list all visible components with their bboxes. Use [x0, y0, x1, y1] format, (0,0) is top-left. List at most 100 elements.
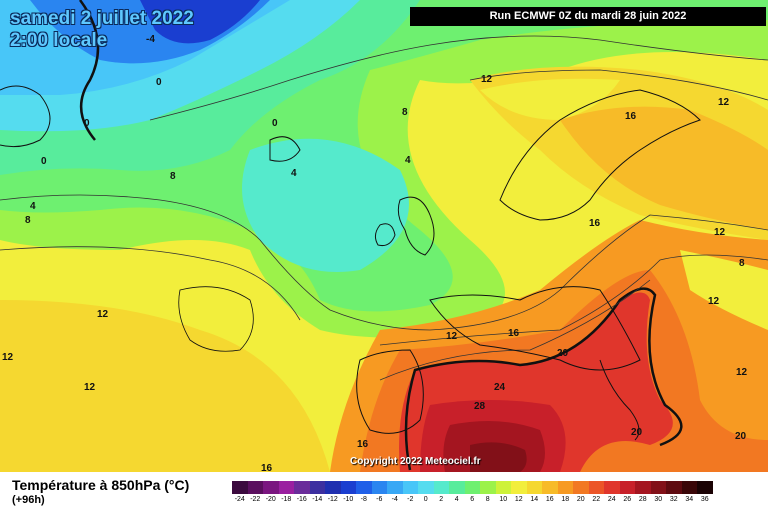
isotherm-20-line [379, 279, 651, 381]
isotherm-label: 0 [41, 156, 47, 167]
legend-swatch [294, 481, 310, 494]
legend-label: 16 [542, 494, 558, 505]
isotherm-label: 12 [84, 382, 96, 393]
legend-item: 16 [542, 481, 558, 505]
legend-item: 20 [573, 481, 589, 505]
temperature-field-12-scandinavia [480, 78, 620, 120]
map-canvas [0, 0, 768, 472]
isotherm-label: 8 [25, 215, 31, 226]
isotherm-16-line [379, 254, 768, 346]
legend-label: 28 [635, 494, 651, 505]
legend-label: 10 [495, 494, 511, 505]
coastline-scandinavia [499, 89, 701, 221]
legend-item: 10 [495, 481, 511, 505]
isotherm-label: 20 [735, 431, 747, 442]
legend-item: 14 [526, 481, 542, 505]
isotherm-label: 16 [261, 463, 273, 473]
legend-label: -20 [263, 494, 279, 505]
legend-label: 26 [619, 494, 635, 505]
legend-swatch [526, 481, 542, 494]
legend-item: -4 [387, 481, 403, 505]
coastline-azores [178, 286, 254, 352]
legend-label: 18 [557, 494, 573, 505]
isotherm-label: 12 [714, 227, 726, 238]
legend-swatch [402, 481, 418, 494]
legend-swatch [232, 481, 248, 494]
temperature-field-30 [470, 442, 527, 472]
legend-item: 26 [619, 481, 635, 505]
coastline-western-europe [429, 286, 641, 371]
legend-label: 36 [697, 494, 713, 505]
legend-swatch [511, 481, 527, 494]
legend-label: 34 [681, 494, 697, 505]
legend-item: 0 [418, 481, 434, 505]
isotherm-label: 0 [156, 77, 162, 88]
legend-bar: Température à 850hPa (°C) (+96h) -24 -2 2 -… [0, 472, 768, 512]
temperature-map: -4 0 0 0 0 4 4 4 8 8 8 12 12 12 12 12 12… [0, 0, 768, 472]
legend-label: 24 [604, 494, 620, 505]
legend-label: -2 [402, 494, 418, 505]
legend-item: 28 [635, 481, 651, 505]
isotherm-label: 12 [2, 352, 14, 363]
isotherm-12-line [0, 194, 768, 331]
legend-item: 2 [433, 481, 449, 505]
legend-swatch [573, 481, 589, 494]
legend-swatch [480, 481, 496, 494]
legend-item: 4 [449, 481, 465, 505]
legend-swatch [666, 481, 682, 494]
legend-label: -10 [340, 494, 356, 505]
legend-label: 2 [433, 494, 449, 505]
legend-swatch [464, 481, 480, 494]
legend-swatch [433, 481, 449, 494]
temperature-field-14 [0, 300, 330, 472]
temperature-field-16 [560, 106, 768, 230]
color-scale: -24 -22 -20 -18 -16 -14 -12 -10 -8 -6 -4 -2 0 2 4 6 8 10 1… [232, 481, 713, 505]
coastline-italy [599, 359, 640, 441]
legend-label: -18 [278, 494, 294, 505]
coastline-iberia [356, 349, 424, 434]
isotherm-label: 8 [739, 258, 745, 269]
isotherm-label: 12 [708, 296, 720, 307]
legend-swatch [449, 481, 465, 494]
legend-label: -4 [387, 494, 403, 505]
legend-swatch [263, 481, 279, 494]
legend-item: -16 [294, 481, 310, 505]
isotherm-8-line [0, 246, 301, 321]
legend-item: 8 [480, 481, 496, 505]
model-run-label: Run ECMWF 0Z du mardi 28 juin 2022 [410, 7, 766, 26]
isotherm-label: 8 [170, 171, 176, 182]
coastline-britain [397, 196, 435, 256]
legend-item: -24 [232, 481, 248, 505]
legend-swatch [387, 481, 403, 494]
legend-label: 14 [526, 494, 542, 505]
legend-swatch [619, 481, 635, 494]
temperature-field-minus10 [140, 0, 260, 44]
legend-swatch [247, 481, 263, 494]
legend-item: 12 [511, 481, 527, 505]
coastline-greenland [0, 85, 51, 148]
isotherm-label: 0 [84, 118, 90, 129]
isotherm-label: 0 [272, 118, 278, 129]
isotherm-label: 12 [718, 97, 730, 108]
isotherm-label: 8 [402, 107, 408, 118]
legend-item: -20 [263, 481, 279, 505]
legend-swatch [278, 481, 294, 494]
legend-label: 32 [666, 494, 682, 505]
legend-swatch [557, 481, 573, 494]
temperature-field-2-atlantic [242, 138, 409, 272]
legend-label: 8 [480, 494, 496, 505]
legend-swatch [542, 481, 558, 494]
isotherm-4-line [149, 35, 768, 121]
map-title: Température à 850hPa (°C) [12, 477, 190, 493]
legend-item: 34 [681, 481, 697, 505]
legend-item: -2 [402, 481, 418, 505]
isotherm-label: -4 [146, 34, 155, 45]
forecast-hour: (+96h) [12, 494, 45, 506]
isotherm-label: 16 [357, 439, 369, 450]
isotherm-24-contour [404, 287, 683, 471]
legend-swatch [650, 481, 666, 494]
legend-label: -16 [294, 494, 310, 505]
coastline-iceland [269, 136, 301, 162]
legend-item: 24 [604, 481, 620, 505]
